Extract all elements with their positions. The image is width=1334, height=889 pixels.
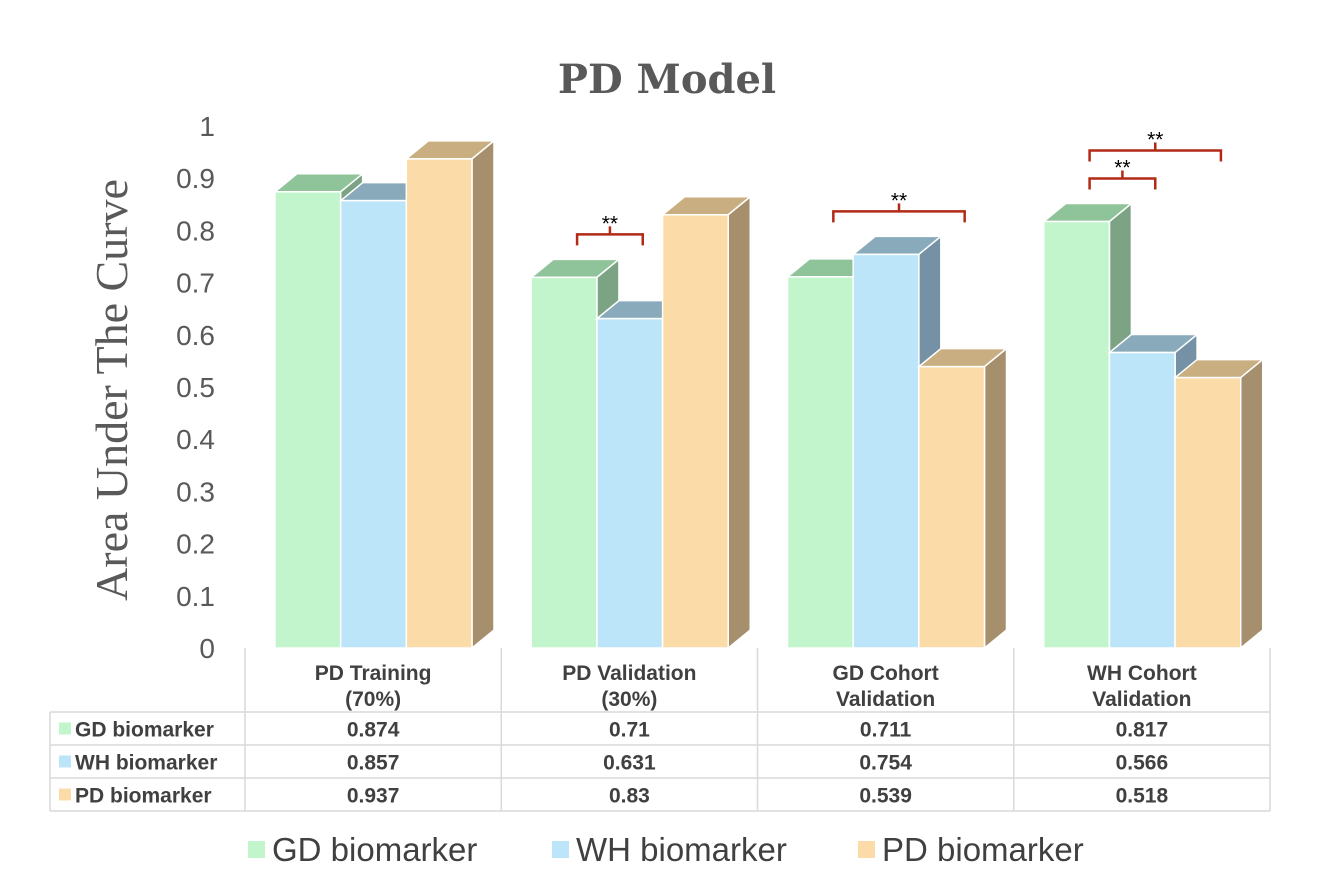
category-label: Validation xyxy=(836,688,935,711)
y-tick-label: 0.5 xyxy=(176,372,215,403)
significance-label: ** xyxy=(1114,157,1130,180)
data-value-label: 0.518 xyxy=(1116,785,1169,808)
category-label: PD Validation xyxy=(562,662,696,685)
significance-label: ** xyxy=(891,189,907,212)
legend-label: WH biomarker xyxy=(576,831,787,868)
significance-bracket xyxy=(1088,170,1157,190)
table-legend-key xyxy=(59,722,71,735)
data-value-label: 0.539 xyxy=(859,785,912,808)
table-row-label: PD biomarker xyxy=(75,785,212,808)
data-value-label: 0.817 xyxy=(1116,719,1169,742)
data-value-label: 0.874 xyxy=(347,719,400,742)
significance-bracket xyxy=(575,226,644,246)
y-tick-label: 0.8 xyxy=(176,215,215,246)
y-tick-label: 1 xyxy=(199,111,215,142)
bar xyxy=(596,317,664,649)
bar xyxy=(661,213,729,649)
table-legend-key xyxy=(59,788,71,801)
chart-title: PD Model xyxy=(558,56,776,103)
bar xyxy=(339,199,408,649)
significance-label: ** xyxy=(1147,129,1163,152)
data-value-label: 0.83 xyxy=(609,785,650,808)
bar-side-face xyxy=(471,139,495,650)
bar xyxy=(274,191,342,649)
table-legend-key xyxy=(59,755,71,768)
y-tick-label: 0.4 xyxy=(176,424,215,455)
bar xyxy=(530,276,598,649)
y-tick-label: 0.7 xyxy=(176,268,215,299)
bar xyxy=(852,253,920,649)
significance-bracket xyxy=(1088,142,1223,162)
bar-side-face xyxy=(983,347,1008,650)
significance-bracket xyxy=(832,203,966,223)
bar-side-face xyxy=(1240,358,1264,650)
bar xyxy=(1108,351,1176,649)
category-label: Validation xyxy=(1092,688,1191,711)
y-tick-label: 0.1 xyxy=(176,581,215,612)
data-value-label: 0.71 xyxy=(609,719,650,742)
legend-swatch xyxy=(552,841,569,858)
category-label: GD Cohort xyxy=(833,662,939,685)
y-tick-label: 0.6 xyxy=(176,320,215,351)
category-label: PD Training xyxy=(315,662,432,685)
category-label: (70%) xyxy=(345,688,401,711)
legend-swatch xyxy=(858,841,875,858)
bar xyxy=(786,276,854,649)
bar-side-face xyxy=(727,195,751,650)
legend-swatch xyxy=(248,841,265,858)
bar xyxy=(1174,376,1242,649)
y-tick-label: 0 xyxy=(199,633,215,664)
category-label: WH Cohort xyxy=(1087,662,1197,685)
bar xyxy=(1043,220,1111,649)
y-axis-label: Area Under The Curve xyxy=(86,179,137,601)
data-value-label: 0.754 xyxy=(859,752,912,775)
y-tick-label: 0.3 xyxy=(176,476,215,507)
legend-label: PD biomarker xyxy=(882,831,1084,868)
data-value-label: 0.566 xyxy=(1116,752,1169,775)
significance-label: ** xyxy=(602,212,618,235)
y-tick-label: 0.2 xyxy=(176,529,215,560)
data-value-label: 0.857 xyxy=(347,752,400,775)
data-value-label: 0.631 xyxy=(603,752,656,775)
legend-label: GD biomarker xyxy=(272,831,477,868)
bar xyxy=(405,158,473,649)
table-row-label: GD biomarker xyxy=(75,719,214,742)
category-label: (30%) xyxy=(601,688,657,711)
y-tick-label: 0.9 xyxy=(176,163,215,194)
bar xyxy=(918,365,986,649)
data-value-label: 0.711 xyxy=(860,719,912,742)
data-value-label: 0.937 xyxy=(347,785,400,808)
table-row-label: WH biomarker xyxy=(75,752,217,775)
